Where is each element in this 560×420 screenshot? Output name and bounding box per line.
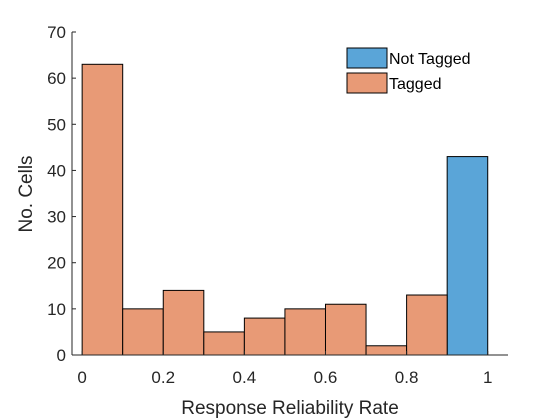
legend-label: Not Tagged bbox=[389, 51, 471, 68]
bar-tagged-3 bbox=[203, 331, 245, 356]
bar-tagged-6 bbox=[324, 303, 367, 356]
x-tick-label: 0 bbox=[77, 368, 86, 387]
y-axis-label: No. Cells bbox=[16, 155, 37, 232]
bar-tagged-0 bbox=[81, 63, 124, 356]
y-tick-label: 0 bbox=[57, 346, 66, 365]
ticks-layer: 0 10 20 30 40 50 60 70 0 0.2 0.4 0.6 0.8 1 bbox=[47, 23, 492, 387]
bar-tagged-4 bbox=[243, 317, 286, 356]
y-tick-label: 20 bbox=[47, 254, 66, 273]
bar-tagged-5 bbox=[284, 308, 326, 356]
x-tick-label: 0.4 bbox=[233, 368, 257, 387]
y-tick-label: 10 bbox=[47, 300, 66, 319]
x-tick-label: 0.2 bbox=[151, 368, 175, 387]
bar-tagged-1 bbox=[122, 308, 164, 356]
legend-swatch bbox=[346, 47, 388, 69]
x-tick-label: 0.6 bbox=[314, 368, 338, 387]
axes-layer bbox=[71, 32, 508, 356]
y-tick-label: 50 bbox=[47, 115, 66, 134]
bar-not-tagged-9 bbox=[446, 156, 489, 356]
bars-layer bbox=[81, 63, 489, 356]
bar-tagged-7 bbox=[365, 345, 408, 356]
y-tick-label: 40 bbox=[47, 161, 66, 180]
legend-label: Tagged bbox=[389, 76, 442, 93]
legend: Not Tagged Tagged bbox=[346, 47, 471, 94]
legend-swatch bbox=[346, 72, 388, 94]
x-tick-label: 0.8 bbox=[395, 368, 419, 387]
y-tick-label: 30 bbox=[47, 208, 66, 227]
bar-tagged-8 bbox=[406, 294, 448, 356]
y-tick-label: 60 bbox=[47, 69, 66, 88]
x-tick-label: 1 bbox=[483, 368, 492, 387]
bar-tagged-2 bbox=[162, 289, 205, 356]
x-axis-label: Response Reliability Rate bbox=[181, 398, 399, 419]
y-tick-label: 70 bbox=[47, 23, 66, 42]
